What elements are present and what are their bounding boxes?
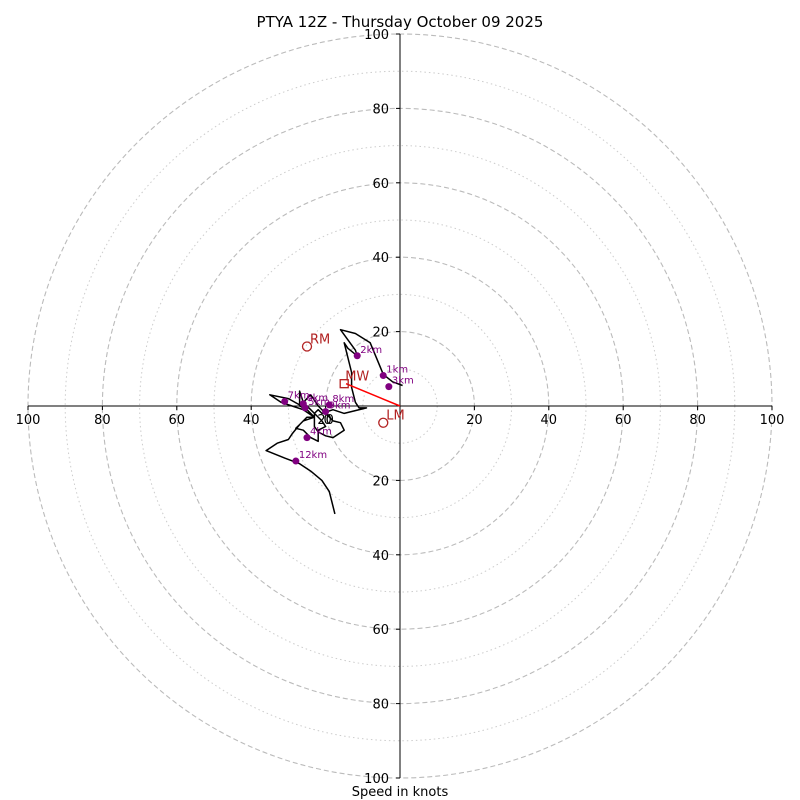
hodograph-trace [265, 328, 403, 515]
height-label-7km: 7km [288, 391, 310, 402]
height-marker-8km [325, 401, 333, 409]
tick-label-left-60: 60 [169, 413, 186, 428]
height-label-6km: 6km [306, 393, 328, 404]
tick-label-bottom-80: 80 [372, 698, 389, 713]
height-label-4km: 4km [310, 427, 332, 438]
mw-marker [339, 379, 349, 389]
height-marker-7km [281, 398, 289, 406]
height-label-3km: 3km [392, 376, 414, 387]
tick-label-right-80: 80 [689, 413, 706, 428]
rm-marker [301, 341, 313, 352]
mean-wind-vector [345, 382, 401, 407]
tick-label-left-80: 80 [94, 413, 111, 428]
tick-label-top-20: 20 [372, 326, 389, 341]
tick-label-right-40: 40 [541, 413, 558, 428]
height-marker-12km [292, 457, 300, 465]
lm-marker [378, 417, 389, 428]
tick-label-top-80: 80 [372, 102, 389, 117]
height-label-9km: 9km [329, 401, 351, 412]
mw-label: MW [345, 370, 369, 385]
height-label-1km: 1km [386, 364, 408, 375]
height-label-2km: 2km [360, 345, 382, 356]
tick-label-center: 0 [323, 413, 331, 428]
tick-label-bottom-20: 20 [372, 474, 389, 489]
tick-label-left-100: 100 [16, 413, 41, 428]
tick-label-left-40: 40 [243, 413, 260, 428]
hodograph-trace-layer [265, 328, 403, 515]
height-marker-9km [322, 408, 330, 416]
tick-label-top-40: 40 [372, 251, 389, 266]
tick-label-bottom-60: 60 [372, 623, 389, 638]
lm-label: LM [386, 409, 404, 424]
height-marker-2km [353, 352, 361, 360]
tick-label-right-60: 60 [615, 413, 632, 428]
height-marker-3km [385, 383, 393, 391]
tick-label-right-100: 100 [760, 413, 785, 428]
height-label-5km: 5km [308, 397, 330, 408]
tick-label-bottom-100: 100 [364, 772, 389, 787]
tick-labels: 100 80 60 40 20 20 40 60 80 100100806040202040608… [16, 28, 785, 787]
chart-title: PTYA 12Z - Thursday October 09 2025 [257, 13, 544, 31]
tick-label-bottom-40: 40 [372, 549, 389, 564]
tick-label-top-60: 60 [372, 177, 389, 192]
tick-label-top-100: 100 [364, 28, 389, 43]
height-marker-4km [303, 434, 311, 442]
rm-label: RM [310, 332, 330, 347]
x-axis-label: Speed in knots [352, 785, 449, 800]
height-label-8km: 8km [332, 394, 354, 405]
storm-motion-layer: RM LM MW [301, 332, 405, 428]
height-marker-5km [301, 404, 309, 412]
height-marker-1km [379, 371, 387, 379]
height-label-12km: 12km [299, 450, 327, 461]
tick-label-right-20: 20 [466, 413, 483, 428]
